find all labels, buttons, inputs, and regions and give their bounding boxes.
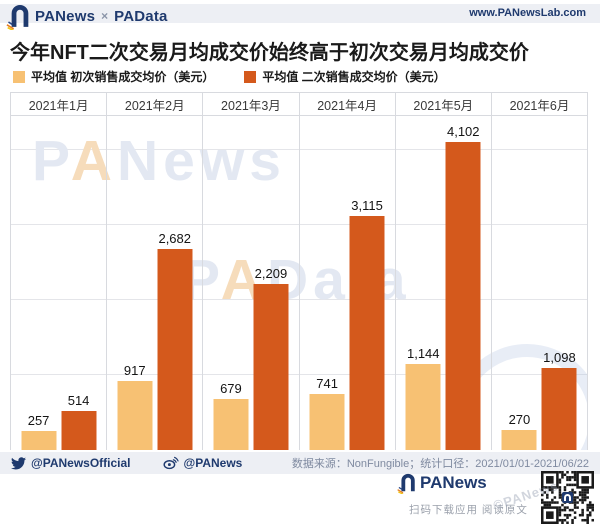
bar-group: 917	[117, 363, 153, 450]
bar-value-label: 3,115	[351, 198, 383, 214]
bar-value-label: 741	[316, 376, 338, 392]
page-title: 今年NFT二次交易月均成交价始终高于初次交易月均成交价	[10, 42, 529, 64]
bar-value-label: 270	[508, 411, 531, 427]
month-header: 2021年6月	[491, 92, 588, 116]
bar-primary	[21, 430, 57, 450]
bar-group: 1,144	[405, 346, 441, 450]
bar-group: 514	[61, 393, 97, 450]
panews-magnet-logo-icon-small	[397, 472, 416, 494]
bar-group: 257	[21, 412, 57, 450]
bar-primary	[117, 381, 153, 450]
chart-column: 2021年3月 679 2,209	[202, 92, 299, 450]
legend-label-secondary: 平均值 二次销售成交均价（美元）	[262, 70, 446, 84]
bar-secondary	[253, 284, 289, 450]
weibo-icon	[162, 456, 179, 470]
plot-area: 741 3,115	[300, 116, 395, 450]
data-source-text: 数据来源：NonFungible；统计口径：2021/01/01-2021/06…	[291, 458, 589, 470]
bottom-brand-lockup: PANews	[397, 472, 487, 494]
bar-value-label: 257	[27, 412, 50, 428]
bar-value-label: 2,209	[254, 266, 288, 282]
bar-group: 4,102	[445, 124, 481, 450]
bar-primary	[405, 364, 441, 450]
month-header: 2021年5月	[395, 92, 491, 116]
legend-item-primary: 平均值 初次销售成交均价（美元）	[13, 68, 214, 85]
bar-pair: 270 1,098	[501, 349, 577, 450]
brand-panews: PANews	[35, 7, 96, 25]
chart-column: 2021年2月 917 2,682	[106, 92, 203, 450]
chart-legend: 平均值 初次销售成交均价（美元） 平均值 二次销售成交均价（美元）	[13, 68, 446, 85]
bar-pair: 257 514	[21, 393, 97, 450]
twitter-handle: @PANewsOfficial	[31, 456, 131, 470]
month-header: 2021年4月	[299, 92, 395, 116]
chart-column: 2021年6月 270 1,098	[490, 92, 588, 450]
bar-primary	[309, 394, 345, 450]
bar-group: 741	[309, 376, 345, 450]
qr-code	[541, 471, 594, 524]
footer-band: @PANewsOfficial @PANews 数据来源：NonFungible…	[0, 452, 600, 474]
bar-pair: 917 2,682	[117, 230, 193, 450]
month-header: 2021年2月	[107, 92, 203, 116]
legend-swatch-primary	[13, 70, 25, 83]
bar-group: 679	[213, 381, 249, 450]
bottom-brand-text: PANews	[420, 473, 487, 492]
bar-value-label: 2,682	[158, 230, 192, 246]
bar-primary	[213, 399, 249, 450]
bar-chart: PANews PAData 2021年1月2575142021年2月9172,6…	[10, 92, 588, 450]
bar-group: 270	[501, 411, 537, 450]
chart-column: 2021年1月 257 514	[10, 92, 107, 450]
twitter-icon	[11, 456, 26, 470]
bar-group: 3,115	[349, 198, 385, 450]
plot-area: 679 2,209	[203, 116, 298, 450]
bar-group: 1,098	[541, 349, 577, 450]
bar-secondary	[445, 142, 481, 450]
chart-column: 2021年4月 741 3,115	[298, 92, 395, 450]
weibo-handle: @PANews	[183, 456, 243, 470]
bar-secondary	[157, 248, 193, 450]
legend-swatch-secondary	[244, 70, 257, 83]
bar-group: 2,209	[253, 266, 289, 450]
bar-secondary	[349, 216, 385, 450]
bar-pair: 1,144 4,102	[405, 124, 481, 450]
bar-secondary	[61, 411, 97, 450]
watermark-panews: PANews	[32, 129, 286, 193]
weibo-item[interactable]: @PANews	[162, 456, 243, 470]
brand-padata: PAData	[114, 7, 168, 25]
panews-magnet-logo-icon	[6, 3, 30, 30]
chart-column: 2021年5月 1,144 4,102	[394, 92, 491, 450]
month-header: 2021年1月	[11, 92, 107, 116]
bar-pair: 741 3,115	[309, 198, 385, 450]
brand-lockup: PANews × PAData	[6, 0, 168, 32]
brand-separator: ×	[101, 9, 109, 23]
bar-value-label: 1,144	[406, 346, 440, 362]
plot-area: 270 1,098	[492, 116, 587, 450]
legend-label-primary: 平均值 初次销售成交均价（美元）	[31, 70, 215, 84]
plot-area: 1,144 4,102	[396, 116, 491, 450]
chart-columns: 2021年1月 257 514 2021年2月 917 2,682 2021年3月 679 2,…	[10, 92, 588, 450]
bar-value-label: 679	[220, 381, 242, 397]
bar-pair: 679 2,209	[213, 266, 289, 450]
website-url[interactable]: www.PANewsLab.com	[469, 7, 586, 19]
plot-area: 257 514	[11, 116, 106, 450]
qr-caption: 扫码下载应用 阅读原文	[409, 504, 528, 516]
bar-value-label: 514	[67, 393, 90, 409]
header-band	[0, 4, 600, 23]
legend-item-secondary: 平均值 二次销售成交均价（美元）	[244, 68, 446, 85]
month-header: 2021年3月	[203, 92, 299, 116]
bar-value-label: 1,098	[543, 349, 576, 365]
bar-value-label: 4,102	[446, 124, 480, 140]
twitter-item[interactable]: @PANewsOfficial	[11, 456, 131, 470]
bar-secondary	[541, 367, 577, 450]
plot-area: 917 2,682	[107, 116, 202, 450]
bar-group: 2,682	[157, 230, 193, 450]
bar-value-label: 917	[123, 363, 146, 379]
bar-primary	[501, 429, 537, 450]
